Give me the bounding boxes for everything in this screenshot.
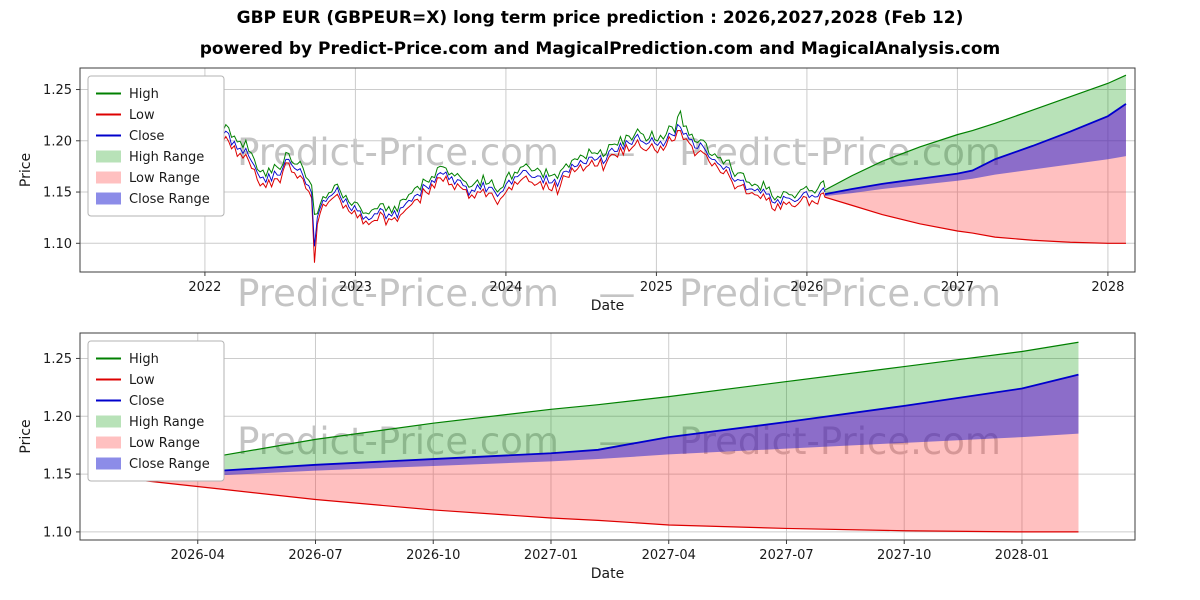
legend-label: High [129,87,159,102]
watermark-text: Predict-Price.com [237,131,559,174]
close-line-forecast [136,373,1079,478]
high-line-forecast [136,341,1079,473]
x-tick-label: 2027-10 [877,548,931,563]
legend-label: High [129,352,159,367]
legend-label: High Range [129,415,204,430]
x-tick-label: 2026 [790,280,823,295]
x-tick-label: 2028-01 [995,548,1049,563]
legend-sample-patch [96,436,121,449]
legend: High Low Close High Range Low Range Close Ran… [87,340,225,482]
y-tick-label: 1.25 [43,352,72,367]
legend-label: High Range [129,150,204,165]
x-tick-label: 2023 [339,280,372,295]
x-tick-label: 2027-01 [524,548,578,563]
legend-sample-patch [96,192,121,205]
x-axis-label: Date [591,298,624,314]
x-tick-label: 2022 [188,280,221,295]
y-tick-label: 1.15 [43,468,72,483]
legend-label: Close [129,394,164,409]
low-line-history [136,129,826,263]
y-tick-label: 1.10 [43,237,72,252]
high-line-history [136,109,826,216]
legend-label: Low Range [129,436,200,451]
y-tick-label: 1.15 [43,186,72,201]
x-tick-label: 2026-07 [288,548,342,563]
x-tick-label: 2024 [489,280,522,295]
legend-label: Low [129,108,155,123]
plot-border [79,67,1136,273]
high-line-forecast [824,74,1127,191]
watermark-text: Predict-Price.com [237,272,559,315]
watermark-text: Predict-Price.com [679,272,1001,315]
low-line-forecast [136,479,1079,533]
y-tick-label: 1.20 [43,410,72,425]
y-tick-label: 1.20 [43,134,72,149]
chart-subtitle: powered by Predict-Price.com and Magical… [199,39,1001,59]
top-chart: Predict-Price.com — Predict-Price.com Predi… [18,67,1136,315]
bottom-chart: Predict-Price.com—Predict-Price.com1.101… [18,332,1136,582]
x-tick-label: 2027-07 [759,548,813,563]
legend-label: Close Range [129,192,210,207]
x-axis-label: Date [591,566,624,582]
x-tick-label: 2026-10 [406,548,460,563]
x-tick-label: 2027 [941,280,974,295]
y-tick-label: 1.10 [43,525,72,540]
plot-border [79,332,1136,541]
x-tick-label: 2028 [1091,280,1124,295]
watermark-text: — [599,272,636,315]
close-line-forecast [824,103,1127,195]
close-line-history [136,123,826,247]
legend: High Low Close High Range Low Range Close Ran… [87,75,225,217]
legend-sample-patch [96,171,121,184]
x-tick-label: 2025 [640,280,673,295]
legend-box [87,75,225,217]
legend-sample-patch [96,150,121,163]
legend-label: Low [129,373,155,388]
x-tick-label: 2027-04 [642,548,696,563]
legend-label: Low Range [129,171,200,186]
legend-sample-patch [96,415,121,428]
x-tick-label: 2026-04 [171,548,225,563]
legend-label: Close [129,129,164,144]
chart-title: GBP EUR (GBPEUR=X) long term price predi… [236,8,964,28]
close-range-band [136,374,1079,479]
legend-sample-patch [96,457,121,470]
low-line-forecast [824,196,1126,244]
legend-label: Close Range [129,457,210,472]
legend-box [87,340,225,482]
y-tick-label: 1.25 [43,83,72,98]
y-axis-label: Price [18,419,34,453]
high-range-band [136,342,1079,477]
close-range-band [824,103,1126,197]
high-range-band [824,75,1126,195]
y-axis-label: Price [18,153,34,187]
